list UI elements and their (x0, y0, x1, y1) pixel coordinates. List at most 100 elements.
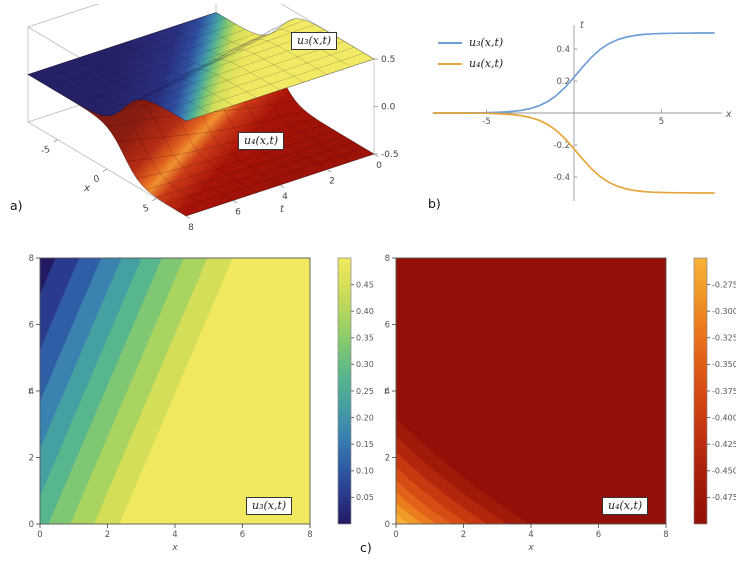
contour-label-u4: u₄(x,t) (602, 497, 649, 515)
svg-text:6: 6 (29, 321, 34, 331)
legend-item-u4: u₄(x,t) (438, 53, 503, 74)
svg-text:0.10: 0.10 (356, 467, 374, 476)
svg-text:0.40: 0.40 (356, 307, 374, 316)
lineplot-svg: -5 5 0.4 0.2 -0.2 -0.4 x t (432, 20, 732, 201)
svg-text:0.20: 0.20 (356, 413, 374, 422)
svg-text:-5: -5 (482, 117, 490, 127)
surface-label-u3-text: u₃(x,t) (297, 34, 332, 47)
svg-text:8: 8 (307, 530, 312, 540)
svg-text:t: t (28, 387, 32, 397)
colorbar (337, 257, 352, 525)
svg-text:0.25: 0.25 (356, 387, 374, 396)
svg-text:2: 2 (29, 454, 34, 464)
svg-text:-5: -5 (40, 145, 51, 157)
svg-text:0: 0 (29, 520, 34, 530)
svg-text:x: x (171, 543, 178, 550)
svg-text:0.15: 0.15 (356, 440, 374, 449)
svg-text:-0.475: -0.475 (712, 493, 736, 502)
svg-text:0: 0 (376, 161, 382, 171)
svg-text:8: 8 (29, 254, 34, 264)
legend-label-u4: u₄(x,t) (469, 57, 504, 70)
tick-labels: 00 2 2 4 4 6 6 8 8 x t 0.45 0.40 0.35 0.30 0.25 0.20 0.15… (28, 254, 374, 550)
contour-label-u3-text: u₃(x,t) (252, 499, 287, 512)
svg-text:-0.4: -0.4 (553, 173, 570, 183)
curve-u4 (433, 112, 715, 194)
panel-b-lineplot: -5 5 0.4 0.2 -0.2 -0.4 x t u₃(x,t) u₄(x,t) b) (424, 8, 736, 220)
svg-text:0.4: 0.4 (556, 45, 570, 55)
svg-text:0.2: 0.2 (556, 77, 570, 87)
surface-label-u3: u₃(x,t) (291, 32, 338, 50)
svg-text:4: 4 (172, 530, 177, 540)
svg-text:-0.5: -0.5 (381, 150, 399, 160)
svg-text:x: x (725, 109, 732, 120)
tick-labels: -5 5 0.4 0.2 -0.2 -0.4 x t (482, 20, 732, 183)
panel-letter-c: c) (360, 540, 372, 555)
legend-line-u4 (438, 62, 462, 65)
svg-text:0.05: 0.05 (356, 493, 374, 502)
tick-marks (53, 58, 379, 219)
svg-text:-0.325: -0.325 (712, 334, 736, 343)
contour-bands (396, 258, 666, 524)
contour-u3-svg: 00 2 2 4 4 6 6 8 8 x t 0.45 0.40 0.35 0.30 0.25 0.20 0.15… (28, 254, 374, 550)
svg-text:2: 2 (105, 530, 110, 540)
svg-text:8: 8 (188, 223, 194, 233)
colorbar (693, 257, 708, 525)
svg-text:0: 0 (93, 174, 101, 185)
legend-line-u3 (438, 41, 462, 44)
svg-text:8: 8 (663, 530, 668, 540)
svg-text:0.5: 0.5 (381, 55, 395, 65)
surface-u3 (27, 12, 375, 122)
contour-u4-svg: 00 2 2 4 4 6 6 8 8 x t -0.275 -0.300 -0.325 -0.350 -0.3… (384, 254, 736, 550)
contour-label-u3: u₃(x,t) (246, 497, 293, 515)
svg-text:2: 2 (461, 530, 466, 540)
svg-text:0.35: 0.35 (356, 334, 374, 343)
svg-text:-0.2: -0.2 (553, 141, 570, 151)
svg-text:6: 6 (240, 530, 245, 540)
svg-text:4: 4 (528, 530, 533, 540)
svg-text:0.30: 0.30 (356, 360, 374, 369)
frame (392, 257, 710, 528)
svg-text:-0.425: -0.425 (712, 440, 736, 449)
legend: u₃(x,t) u₄(x,t) (438, 32, 503, 74)
svg-text:5: 5 (142, 204, 150, 215)
surface-label-u4: u₄(x,t) (238, 132, 285, 150)
svg-text:x: x (527, 543, 534, 550)
svg-text:6: 6 (596, 530, 601, 540)
svg-text:t: t (280, 204, 285, 215)
contour-panel-u4: 0 0 2 2 4 4 6 6 8 8 x t -0.275 -0.300 -0.325 -0.350 -0.3… (380, 250, 736, 554)
legend-label-u3: u₃(x,t) (469, 36, 504, 49)
svg-text:-0.350: -0.350 (712, 360, 736, 369)
svg-text:5: 5 (659, 117, 664, 127)
svg-text:4: 4 (282, 192, 288, 202)
contour-bands (40, 258, 310, 524)
tick-labels: -5 0 5 8 6 4 2 0 0.5 0.0 -0.5 x t (40, 55, 398, 233)
svg-text:t: t (580, 20, 585, 31)
panel-a-surface3d: -5 0 5 8 6 4 2 0 0.5 0.0 -0.5 x t u₃(x,t) u₄(x,t) a) (6, 4, 426, 244)
svg-text:2: 2 (329, 177, 335, 187)
svg-text:x: x (83, 183, 90, 194)
surface3d-svg: -5 0 5 8 6 4 2 0 0.5 0.0 -0.5 x t (27, 4, 399, 233)
svg-text:-0.275: -0.275 (712, 280, 736, 289)
svg-text:-0.400: -0.400 (712, 413, 736, 422)
svg-text:0: 0 (385, 520, 390, 530)
svg-text:0.45: 0.45 (356, 280, 374, 289)
svg-text:6: 6 (385, 321, 390, 331)
surface-label-u4-text: u₄(x,t) (244, 134, 279, 147)
svg-text:0: 0 (37, 530, 42, 540)
contour-label-u4-text: u₄(x,t) (608, 499, 643, 512)
svg-text:4: 4 (29, 387, 34, 397)
svg-text:4: 4 (385, 387, 390, 397)
contour-panel-u3: 0 0 2 2 4 4 6 6 8 8 x t 0.45 0.40 0.35 0.30 0.25 0.20 0.15… (24, 250, 380, 554)
svg-text:-0.300: -0.300 (712, 307, 736, 316)
svg-text:-0.450: -0.450 (712, 467, 736, 476)
frame (36, 257, 354, 528)
legend-item-u3: u₃(x,t) (438, 32, 503, 53)
svg-text:t: t (384, 387, 388, 397)
svg-text:8: 8 (385, 254, 390, 264)
svg-text:6: 6 (235, 208, 241, 218)
svg-text:-0.375: -0.375 (712, 387, 736, 396)
panel-letter-b: b) (428, 196, 441, 211)
svg-text:0: 0 (393, 530, 398, 540)
tick-labels: 00 2 2 4 4 6 6 8 8 x t -0.275 -0.300 -0.325 -0.350 -0.3… (384, 254, 736, 550)
